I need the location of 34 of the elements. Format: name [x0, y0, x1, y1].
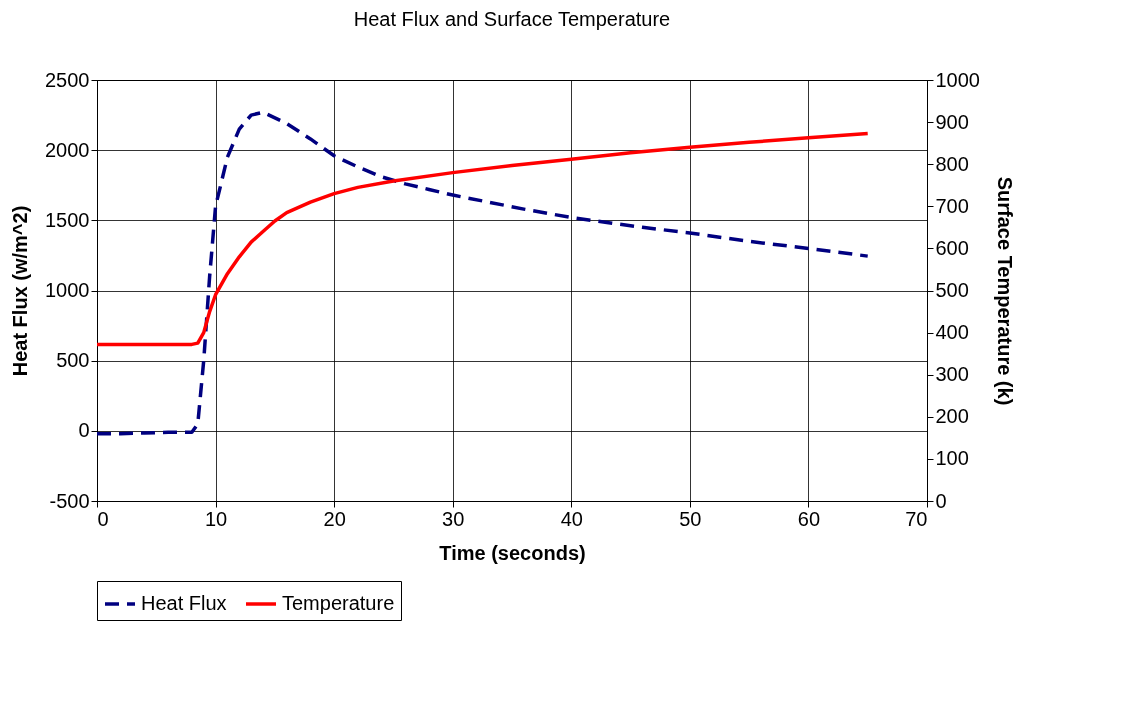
chart-title: Heat Flux and Surface Temperature — [353, 8, 671, 30]
y-tick-label: 500 — [56, 349, 90, 372]
line-series — [97, 131, 870, 347]
y2-tick-label: 300 — [935, 363, 969, 386]
x-tick-label: 40 — [560, 507, 583, 530]
y-tick-label: 1500 — [45, 208, 90, 231]
legend-label: Heat Flux — [141, 592, 227, 614]
legend-label: Temperature — [282, 592, 395, 614]
x-tick-label: 70 — [905, 507, 928, 530]
y2-tick-label: 0 — [935, 489, 947, 512]
x-tick-label: 50 — [679, 507, 702, 530]
y2-tick-label: 800 — [935, 152, 969, 175]
line-series — [97, 110, 870, 436]
y2-tick-label: 1000 — [935, 68, 980, 91]
x-tick-label: 60 — [797, 507, 821, 530]
y2-tick-label: 600 — [935, 236, 969, 259]
y2-tick-label: 500 — [935, 279, 969, 301]
x-axis-title: Time (seconds) — [439, 541, 586, 564]
y-tick-label: 2500 — [45, 68, 90, 91]
x-tick-label: 0 — [97, 507, 109, 530]
y2-tick-label: 200 — [935, 405, 969, 428]
y2-tick-label: 400 — [935, 321, 969, 344]
y-tick-label: 2000 — [45, 138, 90, 161]
y-tick-label: -500 — [49, 489, 90, 512]
y2-tick-label: 700 — [935, 194, 969, 217]
x-tick-label: 10 — [204, 507, 228, 530]
y2-axis-title: Surface Temperature (k) — [993, 176, 1016, 406]
y-tick-label: 1000 — [45, 279, 90, 301]
x-tick-label: 20 — [323, 507, 346, 530]
y-tick-label: 0 — [78, 419, 90, 442]
y2-tick-label: 100 — [935, 447, 969, 470]
x-tick-label: 30 — [442, 507, 465, 530]
y-axis-title: Heat Flux (w/m^2) — [9, 205, 32, 377]
y2-tick-label: 900 — [935, 110, 969, 133]
